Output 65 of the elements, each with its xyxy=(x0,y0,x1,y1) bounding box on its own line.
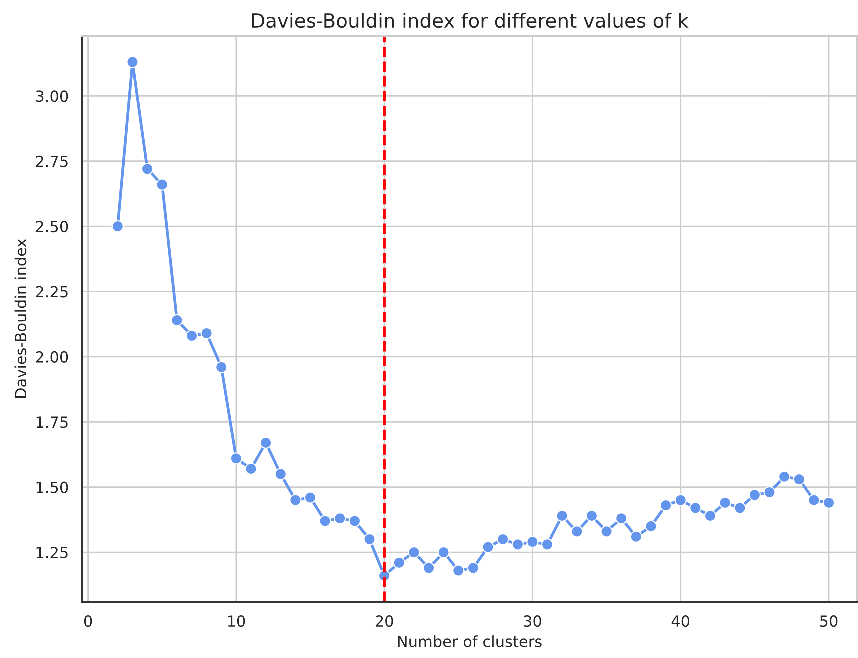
point xyxy=(482,541,494,554)
point xyxy=(660,500,672,512)
chart-title: Davies-Bouldin index for different values of k xyxy=(252,13,689,28)
point xyxy=(764,486,776,499)
y-tick-label: 2.75 xyxy=(36,156,68,168)
x-tick-label: 10 xyxy=(228,616,246,628)
point xyxy=(452,564,465,577)
point xyxy=(497,533,510,546)
point xyxy=(571,526,584,538)
point xyxy=(674,494,687,506)
point xyxy=(334,512,346,525)
point xyxy=(304,492,317,504)
point xyxy=(467,562,480,574)
point xyxy=(422,562,436,574)
point xyxy=(126,56,139,68)
point xyxy=(186,330,198,342)
point xyxy=(630,530,642,543)
y-axis-title: Davies-Bouldin index xyxy=(14,239,27,398)
point xyxy=(556,510,568,522)
point xyxy=(541,538,554,551)
point xyxy=(171,314,184,327)
point xyxy=(141,163,154,176)
point xyxy=(156,178,168,191)
point xyxy=(348,515,362,528)
y-tick-label: 2.00 xyxy=(36,351,68,363)
y-tick-label: 1.50 xyxy=(36,482,68,494)
x-tick-label: 30 xyxy=(524,616,542,628)
point xyxy=(274,468,287,480)
y-tick-label: 2.50 xyxy=(36,221,68,233)
x-tick-label: 40 xyxy=(672,616,690,628)
x-tick-label: 20 xyxy=(376,616,394,628)
point xyxy=(748,489,761,502)
point xyxy=(364,533,376,546)
point xyxy=(586,510,598,522)
point xyxy=(822,496,836,510)
point xyxy=(704,510,717,522)
point xyxy=(408,546,420,559)
point xyxy=(526,536,539,548)
point xyxy=(512,538,524,551)
x-tick-label: 0 xyxy=(84,616,92,628)
point xyxy=(112,220,124,233)
y-tick-label: 3.00 xyxy=(36,90,68,102)
y-tick-label: 2.25 xyxy=(36,286,68,298)
point xyxy=(216,361,228,374)
y-tick-label: 1.25 xyxy=(36,546,68,559)
point xyxy=(645,520,658,533)
point xyxy=(260,436,272,450)
point xyxy=(600,526,613,538)
point xyxy=(245,463,258,476)
x-tick-label: 50 xyxy=(820,616,838,628)
point xyxy=(230,452,243,465)
point xyxy=(200,327,213,340)
point xyxy=(778,470,791,483)
point xyxy=(734,502,746,514)
point xyxy=(793,473,806,486)
point xyxy=(690,502,702,514)
point xyxy=(808,494,820,506)
point xyxy=(290,494,302,506)
y-tick-label: 1.75 xyxy=(36,416,68,428)
point xyxy=(438,546,450,559)
x-axis-title: Number of clusters xyxy=(398,636,542,648)
point xyxy=(616,512,628,525)
point xyxy=(719,496,732,510)
point xyxy=(393,556,406,570)
point xyxy=(319,515,332,528)
